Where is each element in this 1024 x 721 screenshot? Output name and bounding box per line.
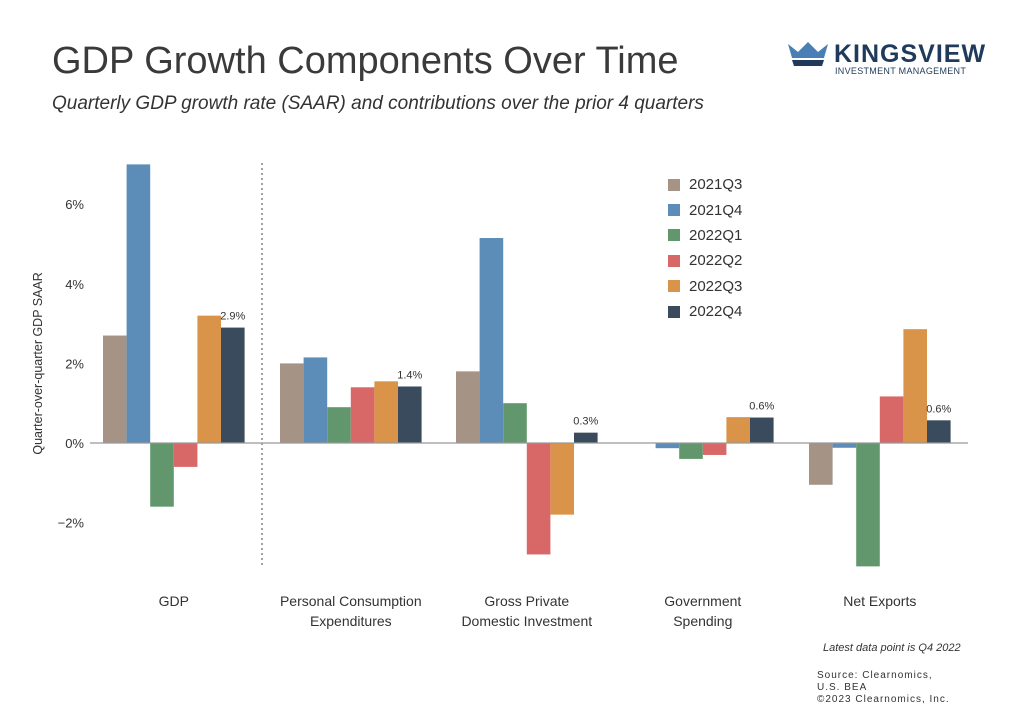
data-label: 2.9%: [220, 311, 245, 323]
bar: [479, 238, 504, 443]
source-line: Source: Clearnomics,: [817, 670, 933, 681]
category-label: Government: [664, 593, 741, 609]
category-label: Spending: [673, 613, 732, 629]
category-label: Gross Private: [484, 593, 569, 609]
source-line: U.S. BEA: [817, 682, 868, 693]
legend-swatch: [668, 305, 680, 318]
bar: [126, 164, 151, 443]
data-label: 1.4%: [397, 369, 422, 381]
logo-tagline: INVESTMENT MANAGEMENT: [835, 66, 967, 76]
legend-label: 2021Q4: [689, 201, 743, 219]
category-label: Domestic Investment: [461, 613, 592, 629]
category-label: GDP: [159, 593, 189, 609]
source-line: ©2023 Clearnomics, Inc.: [817, 694, 950, 705]
crown-icon: [788, 42, 828, 66]
bar: [702, 443, 727, 455]
category-label: Expenditures: [310, 613, 392, 629]
bar: [526, 443, 551, 555]
bar: [303, 357, 328, 443]
bar: [456, 371, 480, 443]
company-logo: KINGSVIEW INVESTMENT MANAGEMENT: [786, 36, 985, 80]
bar: [350, 387, 375, 443]
legend-swatch: [668, 204, 680, 217]
category-label: Personal Consumption: [280, 593, 422, 609]
bar: [726, 417, 750, 443]
data-label: 0.6%: [749, 401, 774, 413]
legend-item: 2022Q4: [668, 299, 742, 324]
bar: [398, 386, 422, 443]
y-tick-label: 2%: [65, 356, 84, 371]
legend-label: 2021Q3: [689, 176, 743, 194]
legend-item: 2021Q3: [668, 172, 742, 197]
bar: [150, 443, 174, 507]
data-label: 0.3%: [573, 416, 598, 428]
y-tick-label: −2%: [58, 516, 85, 531]
bar: [550, 443, 574, 515]
legend-swatch: [668, 229, 680, 242]
legend-item: 2022Q3: [668, 274, 742, 299]
category-label: Net Exports: [843, 593, 916, 609]
bar: [280, 363, 304, 443]
bar: [832, 443, 857, 448]
y-tick-label: 6%: [65, 197, 84, 212]
bar: [856, 443, 880, 567]
bar: [327, 407, 351, 443]
bar: [173, 443, 198, 467]
legend-label: 2022Q4: [689, 303, 743, 321]
legend-label: 2022Q2: [689, 252, 743, 270]
legend-swatch: [668, 254, 680, 267]
bar: [374, 381, 398, 443]
data-label: 0.6%: [926, 403, 951, 415]
legend-label: 2022Q3: [689, 277, 743, 295]
chart-subtitle: Quarterly GDP growth rate (SAAR) and con…: [52, 93, 704, 114]
y-tick-label: 0%: [65, 436, 84, 451]
legend-item: 2022Q1: [668, 223, 742, 248]
logo-name: KINGSVIEW: [834, 40, 987, 68]
y-axis-label: Quarter-over-quarter GDP SAAR: [31, 272, 45, 454]
chart-title: GDP Growth Components Over Time: [52, 40, 679, 82]
bar: [927, 420, 951, 443]
bar: [809, 443, 833, 485]
bar: [503, 403, 527, 443]
bar: [103, 335, 127, 443]
legend-item: 2021Q4: [668, 197, 742, 222]
source-note: Source: Clearnomics, U.S. BEA ©2023 Clea…: [817, 670, 950, 706]
legend-label: 2022Q1: [689, 226, 743, 244]
legend-item: 2022Q2: [668, 248, 742, 273]
bar: [221, 327, 245, 443]
legend-swatch: [668, 178, 680, 191]
y-tick-label: 4%: [65, 277, 84, 292]
bar: [879, 396, 904, 443]
legend-swatch: [668, 280, 680, 293]
latest-data-note: Latest data point is Q4 2022: [823, 642, 961, 654]
bar: [197, 315, 221, 443]
bar: [655, 443, 680, 449]
bar: [574, 432, 598, 443]
bar: [679, 443, 703, 459]
bar: [903, 329, 927, 443]
chart-legend: 2021Q3 2021Q4 2022Q1 2022Q2 2022Q3 2022Q4: [668, 172, 742, 324]
bar: [750, 417, 774, 443]
